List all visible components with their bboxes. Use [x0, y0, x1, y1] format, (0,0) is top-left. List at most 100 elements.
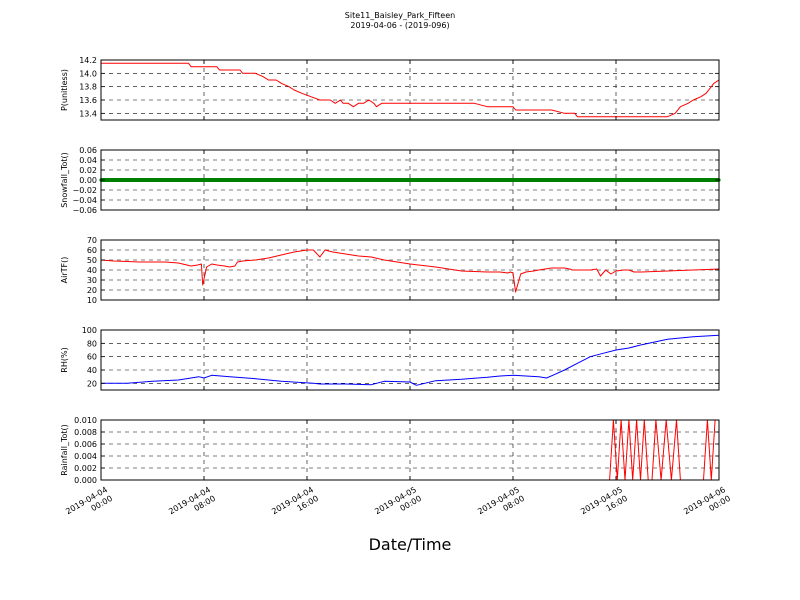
data-point — [170, 178, 174, 182]
data-point — [475, 178, 480, 182]
data-point — [398, 178, 402, 182]
data-point — [234, 178, 238, 182]
data-point — [562, 178, 567, 182]
data-point — [324, 178, 328, 182]
data-point — [604, 178, 608, 182]
data-point — [704, 178, 708, 182]
data-point — [263, 178, 267, 182]
data-point — [147, 178, 151, 182]
data-point — [418, 178, 422, 182]
data-point — [105, 178, 110, 182]
data-point — [607, 178, 612, 182]
data-point — [218, 178, 222, 182]
data-point — [440, 178, 444, 182]
data-point — [150, 178, 155, 182]
y-tick-label: 0.000 — [74, 476, 97, 485]
y-tick-label: 60 — [87, 353, 97, 362]
data-point — [595, 178, 599, 182]
y-tick-label: 13.6 — [79, 96, 97, 105]
data-point — [662, 178, 666, 182]
data-point — [405, 178, 409, 182]
data-point — [447, 178, 451, 182]
series-line — [101, 334, 720, 386]
data-point — [195, 178, 200, 182]
data-point — [665, 178, 670, 182]
y-tick-label: 20 — [87, 379, 97, 388]
y-tick-label: 0.00 — [79, 176, 97, 185]
data-point — [678, 178, 682, 182]
data-point — [247, 178, 251, 182]
chart-subtitle: 2019-04-06 - (2019-096) — [350, 21, 449, 30]
data-point — [469, 178, 473, 182]
data-point — [437, 178, 441, 182]
data-point — [176, 178, 180, 182]
data-point — [566, 178, 570, 182]
y-tick-label: 0.008 — [74, 428, 97, 437]
data-point — [636, 178, 641, 182]
data-point — [501, 178, 505, 182]
data-point — [427, 178, 431, 182]
data-point — [279, 178, 283, 182]
data-point — [620, 178, 625, 182]
data-point — [627, 178, 631, 182]
data-point — [598, 178, 602, 182]
data-point — [540, 178, 544, 182]
y-tick-label: 13.8 — [79, 83, 97, 92]
data-point — [121, 178, 126, 182]
data-point — [125, 178, 129, 182]
data-point — [237, 178, 242, 182]
data-point — [550, 178, 554, 182]
data-point — [369, 178, 373, 182]
series-line — [101, 62, 720, 118]
data-point — [228, 178, 232, 182]
y-axis-label: Snowfall_Tot() — [60, 152, 69, 208]
data-point — [295, 178, 299, 182]
data-point — [669, 178, 673, 182]
y-tick-label: 50 — [87, 256, 97, 265]
data-point — [430, 178, 435, 182]
data-point — [572, 178, 576, 182]
data-point — [688, 178, 692, 182]
y-tick-label: 0.02 — [79, 166, 97, 175]
data-point — [360, 178, 364, 182]
data-point — [376, 178, 380, 182]
series-line — [100, 249, 720, 293]
data-point — [630, 178, 634, 182]
data-point — [685, 178, 689, 182]
data-point — [453, 178, 457, 182]
y-tick-label: 0.002 — [74, 464, 97, 473]
data-point — [495, 178, 499, 182]
data-point — [115, 178, 119, 182]
data-point — [527, 178, 531, 182]
x-axis-label: Date/Time — [369, 535, 452, 554]
data-point — [675, 178, 679, 182]
data-point — [350, 178, 354, 182]
y-tick-label: 80 — [87, 339, 97, 348]
data-point — [640, 178, 644, 182]
data-point — [456, 178, 460, 182]
data-point — [382, 178, 386, 182]
data-point — [575, 178, 579, 182]
data-point — [707, 178, 711, 182]
data-point — [334, 178, 338, 182]
data-point — [401, 178, 406, 182]
data-point — [298, 178, 303, 182]
data-point — [482, 178, 486, 182]
data-point — [179, 178, 184, 182]
data-point — [463, 178, 467, 182]
y-tick-label: 13.4 — [79, 109, 97, 118]
data-point — [601, 178, 605, 182]
data-point — [498, 178, 502, 182]
y-tick-label: 0.010 — [74, 416, 97, 425]
data-point — [681, 178, 686, 182]
data-point — [395, 178, 399, 182]
data-point — [340, 178, 345, 182]
data-point — [424, 178, 428, 182]
subplot: 0.010 0.008 0.006 0.004 0.002 0.000 Rainfall_T… — [60, 416, 720, 485]
data-point — [353, 178, 357, 182]
data-point — [488, 178, 493, 182]
data-point — [578, 178, 583, 182]
